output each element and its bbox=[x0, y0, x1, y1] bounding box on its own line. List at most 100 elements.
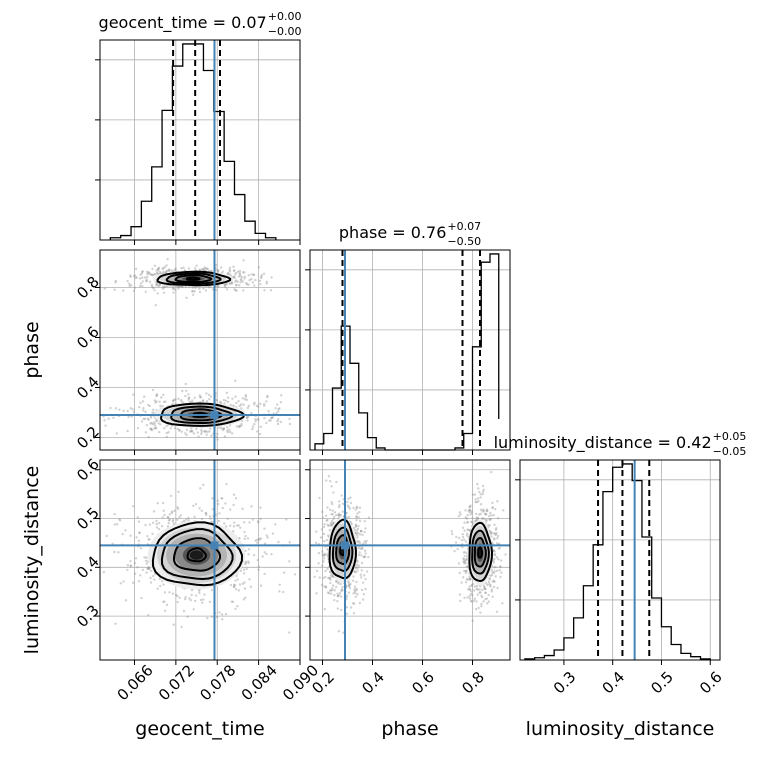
sample-point bbox=[278, 583, 281, 586]
sample-point bbox=[226, 430, 230, 434]
sample-point bbox=[331, 509, 335, 512]
sample-point bbox=[113, 288, 116, 291]
sample-point bbox=[122, 409, 125, 413]
sample-point bbox=[197, 589, 201, 592]
sample-point bbox=[233, 583, 236, 587]
sample-point bbox=[493, 558, 496, 561]
sample-point bbox=[200, 430, 204, 434]
sample-point bbox=[332, 515, 336, 519]
sample-point bbox=[168, 268, 171, 271]
sample-point bbox=[338, 504, 341, 507]
sample-point bbox=[260, 274, 264, 277]
sample-point bbox=[502, 509, 505, 512]
sample-point bbox=[353, 602, 356, 605]
sample-point bbox=[331, 502, 334, 506]
sample-point bbox=[360, 530, 363, 533]
sample-point bbox=[491, 506, 494, 510]
sample-point bbox=[240, 279, 243, 282]
sample-point bbox=[225, 391, 229, 395]
sample-point bbox=[252, 273, 255, 276]
sample-point bbox=[328, 508, 332, 511]
sample-point bbox=[337, 629, 341, 633]
sample-point bbox=[330, 485, 333, 488]
sample-point bbox=[345, 612, 349, 616]
sample-point bbox=[345, 594, 349, 597]
sample-point bbox=[262, 402, 266, 406]
sample-point bbox=[258, 538, 261, 541]
sample-point bbox=[244, 534, 247, 538]
sample-point bbox=[259, 537, 263, 540]
sample-point bbox=[321, 550, 324, 553]
sample-point bbox=[462, 551, 466, 554]
sample-point bbox=[240, 424, 243, 427]
sample-point bbox=[126, 564, 130, 567]
sample-point bbox=[331, 522, 334, 525]
sample-point bbox=[257, 405, 260, 408]
sample-point bbox=[488, 518, 492, 522]
sample-point bbox=[205, 433, 208, 436]
sample-point bbox=[188, 285, 191, 289]
sample-point bbox=[341, 510, 345, 513]
sample-point bbox=[150, 283, 154, 286]
sample-point bbox=[128, 282, 131, 285]
sample-point bbox=[489, 585, 492, 588]
sample-point bbox=[347, 583, 351, 586]
sample-point bbox=[151, 286, 155, 289]
sample-point bbox=[163, 609, 167, 612]
sample-point bbox=[118, 519, 122, 522]
sample-point bbox=[498, 546, 502, 550]
sample-point bbox=[490, 573, 494, 577]
sample-point bbox=[259, 517, 262, 521]
sample-point bbox=[357, 540, 361, 543]
sample-point bbox=[185, 389, 188, 392]
sample-point bbox=[466, 520, 469, 524]
sample-point bbox=[329, 589, 332, 592]
x-tick-label: 0.3 bbox=[550, 668, 580, 698]
sample-point bbox=[484, 582, 488, 585]
sample-point bbox=[198, 290, 202, 294]
sample-point bbox=[494, 575, 497, 578]
sample-point bbox=[347, 580, 350, 583]
sample-point bbox=[243, 587, 247, 590]
sample-point bbox=[339, 582, 342, 586]
sample-point bbox=[155, 394, 158, 398]
sample-point bbox=[325, 538, 329, 542]
sample-point bbox=[356, 566, 359, 570]
sample-point bbox=[324, 553, 327, 556]
sample-point bbox=[141, 400, 145, 403]
sample-point bbox=[257, 568, 260, 572]
sample-point bbox=[142, 417, 145, 421]
sample-point bbox=[472, 599, 476, 602]
sample-point bbox=[244, 395, 248, 398]
sample-point bbox=[153, 578, 156, 581]
sample-point bbox=[280, 394, 283, 397]
sample-point bbox=[201, 483, 205, 487]
sample-point bbox=[258, 432, 262, 436]
sample-point bbox=[493, 580, 496, 583]
sample-point bbox=[348, 507, 352, 510]
sample-point bbox=[160, 396, 163, 399]
sample-point bbox=[244, 398, 247, 401]
sample-point bbox=[157, 521, 161, 525]
sample-point bbox=[493, 570, 496, 573]
sample-point bbox=[185, 296, 188, 300]
sample-point bbox=[347, 581, 350, 584]
sample-point bbox=[323, 608, 326, 611]
sample-point bbox=[254, 418, 257, 421]
sample-point bbox=[468, 510, 472, 514]
sample-point bbox=[156, 268, 160, 271]
sample-point bbox=[333, 589, 336, 592]
sample-point bbox=[184, 394, 187, 398]
sample-point bbox=[497, 547, 500, 550]
sample-point bbox=[485, 520, 488, 523]
sample-point bbox=[243, 275, 247, 278]
sample-point bbox=[209, 285, 212, 289]
sample-point bbox=[204, 513, 208, 517]
sample-point bbox=[490, 590, 493, 593]
sample-point bbox=[363, 530, 366, 534]
sample-point bbox=[259, 506, 262, 509]
sample-point bbox=[489, 511, 492, 515]
sample-point bbox=[318, 496, 321, 500]
pair-inner bbox=[310, 460, 510, 660]
